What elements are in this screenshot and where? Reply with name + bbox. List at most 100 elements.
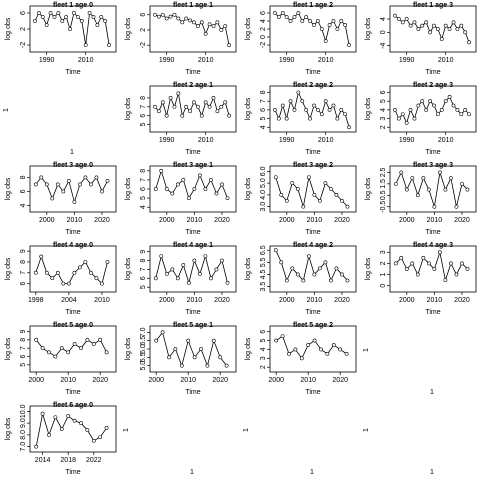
data-point: [52, 15, 57, 19]
data-point: [159, 168, 164, 173]
data-point: [335, 27, 340, 31]
data-point: [225, 196, 230, 200]
data-point: [347, 125, 351, 130]
x-tick-label: 1990: [39, 57, 55, 64]
x-tick-label: 2010: [307, 297, 323, 304]
x-tick-label: 2018: [60, 457, 76, 464]
data-point: [103, 19, 108, 23]
data-point: [40, 15, 45, 19]
data-point: [312, 272, 317, 277]
data-point: [331, 103, 336, 108]
y-axis-label: log obs: [125, 97, 132, 120]
data-point: [79, 19, 84, 23]
data-point: [465, 267, 470, 271]
x-tick-label: 2010: [318, 137, 334, 144]
data-point: [334, 266, 339, 271]
data-point: [432, 103, 436, 108]
y-axis-label: 1: [243, 428, 250, 432]
x-tick-label: 2010: [438, 137, 454, 144]
data-point: [339, 107, 344, 112]
data-point: [94, 175, 99, 180]
x-tick-label: 2000: [279, 297, 295, 304]
x-axis-label: Time: [65, 309, 80, 316]
data-point: [404, 187, 409, 192]
y-tick-label: 3: [380, 117, 387, 121]
x-tick-label: 2010: [318, 57, 334, 64]
y-tick-label: -0.5: [380, 201, 387, 213]
y-axis-label: log obs: [365, 97, 372, 120]
data-point: [44, 23, 49, 27]
data-point: [153, 12, 157, 17]
y-tick-label: 6: [20, 11, 27, 15]
data-point: [91, 15, 96, 19]
y-tick-label: 5.5: [140, 352, 147, 362]
x-axis-label: Time: [185, 389, 200, 396]
y-tick-label: 6.5: [260, 245, 267, 255]
y-axis-label: log obs: [5, 17, 12, 40]
data-point: [295, 272, 300, 277]
data-point: [83, 260, 88, 264]
data-point: [443, 187, 448, 192]
data-point: [292, 15, 297, 19]
data-point: [72, 418, 77, 423]
data-point: [207, 104, 212, 109]
y-tick-label: 2: [260, 365, 267, 369]
y-tick-label: 4: [260, 19, 267, 23]
data-point: [443, 23, 448, 28]
y-tick-label: 7: [20, 346, 27, 350]
x-tick-label: 2020: [92, 377, 108, 384]
x-tick-label: 2010: [427, 297, 443, 304]
data-point: [156, 109, 161, 114]
x-axis-label: Time: [305, 309, 320, 316]
data-point: [220, 258, 224, 263]
data-point: [160, 12, 165, 17]
y-tick-label: 4: [380, 17, 387, 21]
y-tick-label: 7: [140, 267, 147, 271]
panel-title: fleet 1 age 2: [293, 2, 333, 9]
x-axis-label: Time: [185, 229, 200, 236]
data-point: [312, 103, 316, 108]
y-tick-label: 0: [260, 35, 267, 39]
y-axis-label: log obs: [5, 257, 12, 280]
y-tick-label: 8: [20, 175, 27, 179]
data-point: [432, 204, 437, 209]
y-tick-label: 6: [260, 11, 267, 15]
x-tick-label: 2010: [438, 57, 454, 64]
data-point: [168, 14, 173, 19]
data-point: [176, 91, 181, 96]
y-tick-label: 6: [20, 354, 27, 358]
x-tick-label: 2020: [94, 217, 110, 224]
y-tick-label: 5: [140, 123, 147, 127]
y-axis-label: log obs: [125, 337, 132, 360]
data-point: [224, 363, 229, 368]
data-point: [192, 100, 196, 105]
data-point: [410, 261, 415, 266]
data-point: [410, 176, 415, 181]
data-point: [288, 19, 293, 23]
data-point: [89, 270, 93, 275]
series-line: [155, 331, 227, 367]
data-point: [104, 425, 109, 430]
data-point: [203, 31, 208, 36]
data-point: [39, 254, 44, 259]
x-tick-label: 2010: [94, 297, 110, 304]
data-point: [426, 187, 431, 192]
data-point: [437, 170, 442, 175]
data-point: [393, 107, 397, 112]
x-axis-label: 1: [190, 469, 194, 476]
y-axis-label: log obs: [125, 17, 132, 40]
data-point: [188, 18, 192, 23]
y-tick-label: 4: [20, 203, 27, 207]
data-point: [439, 107, 444, 112]
x-axis-label: Time: [65, 389, 80, 396]
data-point: [211, 95, 216, 100]
data-point: [47, 432, 51, 437]
data-point: [308, 19, 312, 23]
data-point: [399, 170, 404, 175]
data-point: [215, 109, 220, 114]
series-line: [275, 250, 348, 282]
data-point: [179, 363, 184, 368]
data-point: [87, 11, 92, 15]
data-point: [186, 338, 191, 343]
